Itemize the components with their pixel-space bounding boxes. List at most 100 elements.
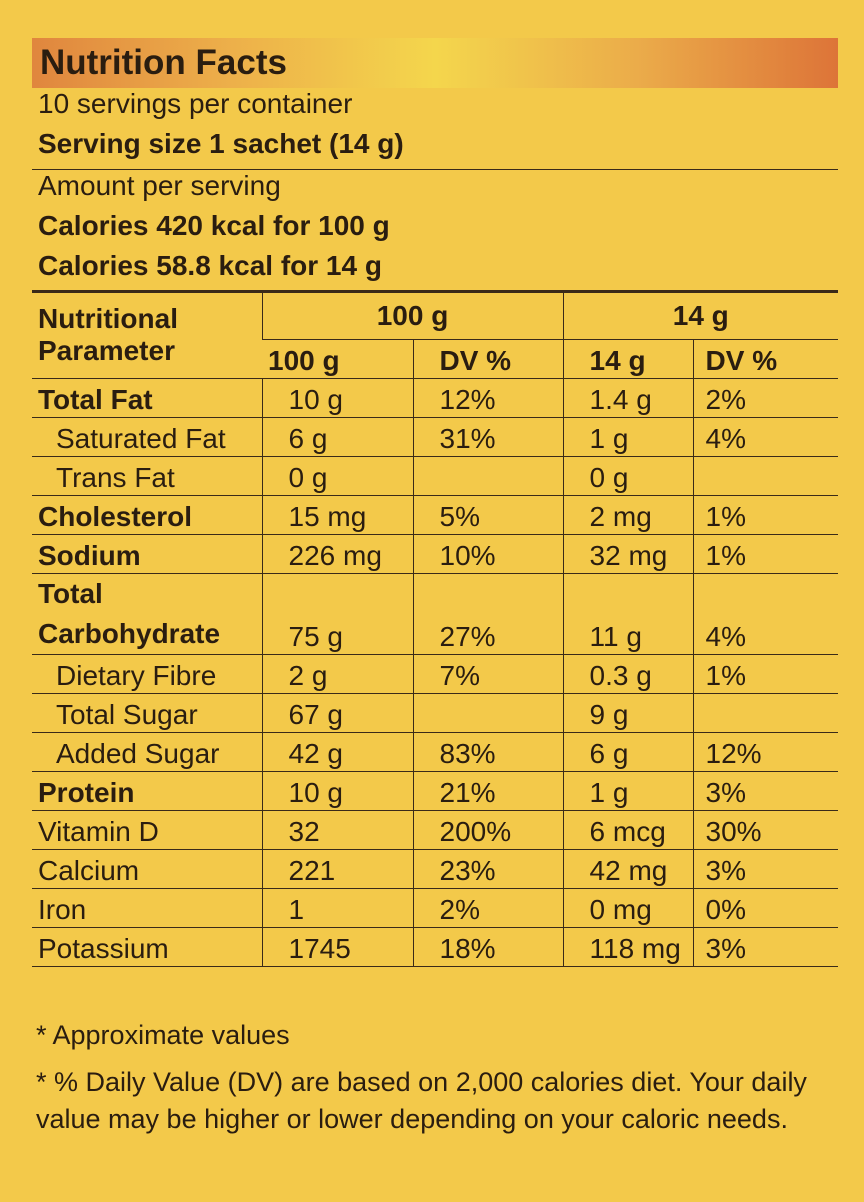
serving-size: Serving size 1 sachet (14 g)	[38, 128, 404, 159]
nutrient-name: Total Carbohydrate	[32, 573, 262, 655]
nutrient-value: 6 g	[562, 732, 694, 772]
nutrient-value: 1745	[261, 927, 413, 967]
servings: 10 servings per container	[38, 88, 353, 119]
nutrient-value: 11 g	[562, 573, 694, 655]
nutrient-value: 0%	[692, 888, 839, 928]
nutrient-value: 6 mcg	[562, 810, 694, 850]
nutrient-value: 221	[261, 849, 413, 889]
nutrient-value: 1 g	[562, 417, 694, 457]
nutrient-name: Total Fat	[32, 378, 262, 418]
nutrient-value: 15 mg	[261, 495, 413, 535]
nutrient-value: 0 g	[261, 456, 413, 496]
nutrient-value: 9 g	[562, 693, 694, 733]
nutrient-value: 18%	[412, 927, 564, 967]
nutrient-value: 0.3 g	[562, 654, 694, 694]
nutrient-value: 2%	[412, 888, 564, 928]
amount-label: Amount per serving	[38, 170, 281, 201]
nutrient-value: 200%	[412, 810, 564, 850]
nutrient-name: Total Sugar	[32, 693, 262, 733]
group-header: 100 g	[261, 290, 564, 340]
table-row: Added Sugar 42 g 83% 6 g 12%	[32, 732, 839, 772]
table-row: Iron 1 2% 0 mg 0%	[32, 888, 839, 928]
nutrient-value: 12%	[412, 378, 564, 418]
nutrient-name: Saturated Fat	[32, 417, 262, 457]
nutrient-value: 67 g	[261, 693, 413, 733]
nutrient-value: 7%	[412, 654, 564, 694]
nutrient-name: Vitamin D	[32, 810, 262, 850]
table-row: Sodium 226 mg 10% 32 mg 1%	[32, 534, 839, 574]
nutrient-value: 75 g	[261, 573, 413, 655]
column-header: DV %	[412, 339, 564, 379]
table-row: Saturated Fat 6 g 31% 1 g 4%	[32, 417, 839, 457]
calories-14g: Calories 58.8 kcal for 14 g	[38, 250, 382, 281]
nutrient-value: 5%	[412, 495, 564, 535]
nutrient-value: 2 mg	[562, 495, 694, 535]
nutrient-value	[692, 693, 839, 733]
title: Nutrition Facts	[40, 43, 287, 82]
table-row: Calcium 221 23% 42 mg 3%	[32, 849, 839, 889]
nutrient-name: Dietary Fibre	[32, 654, 262, 694]
table-row: Protein 10 g 21% 1 g 3%	[32, 771, 839, 811]
nutrient-value: 118 mg	[562, 927, 694, 967]
nutrient-value: 4%	[692, 417, 839, 457]
group-header: 14 g	[562, 290, 839, 340]
nutrient-value: 1.4 g	[562, 378, 694, 418]
nutrient-value: 23%	[412, 849, 564, 889]
footnote: * Approximate values	[36, 1020, 290, 1050]
nutrient-name: Cholesterol	[32, 495, 262, 535]
nutrient-value	[412, 456, 564, 496]
title-bar: Nutrition Facts	[32, 38, 838, 88]
nutrient-value: 1%	[692, 534, 839, 574]
nutrient-value: 30%	[692, 810, 839, 850]
nutrient-value: 226 mg	[261, 534, 413, 574]
table-row: Dietary Fibre 2 g 7% 0.3 g 1%	[32, 654, 839, 694]
table-row: Potassium 1745 18% 118 mg 3%	[32, 927, 839, 967]
nutrient-value: 1%	[692, 654, 839, 694]
table-row: Vitamin D 32 200% 6 mcg 30%	[32, 810, 839, 850]
table-row: Total Fat 10 g 12% 1.4 g 2%	[32, 378, 839, 418]
nutrient-value: 27%	[412, 573, 564, 655]
nutrient-value: 12%	[692, 732, 839, 772]
nutrient-value	[692, 456, 839, 496]
table-row: Total Sugar 67 g 9 g	[32, 693, 839, 733]
divider	[32, 169, 838, 170]
column-header: DV %	[692, 339, 839, 379]
nutrient-value: 1 g	[562, 771, 694, 811]
column-header: 14 g	[562, 339, 694, 379]
calories-100g: Calories 420 kcal for 100 g	[38, 210, 390, 241]
nutrient-name: Trans Fat	[32, 456, 262, 496]
nutrient-value: 2 g	[261, 654, 413, 694]
nutrient-value: 10 g	[261, 771, 413, 811]
nutrition-table: Nutritional Parameter 100 g 14 g 100 g D…	[32, 290, 839, 967]
nutrient-value: 42 g	[261, 732, 413, 772]
nutrient-name: Added Sugar	[32, 732, 262, 772]
nutrient-name: Calcium	[32, 849, 262, 889]
nutrient-value: 32	[261, 810, 413, 850]
nutrient-value: 3%	[692, 771, 839, 811]
nutrient-value: 0 g	[562, 456, 694, 496]
nutrient-value: 3%	[692, 849, 839, 889]
nutrient-name: Iron	[32, 888, 262, 928]
table-row: Total Carbohydrate 75 g 27% 11 g 4%	[32, 573, 839, 655]
nutrient-value: 10%	[412, 534, 564, 574]
parameter-header: Nutritional Parameter	[32, 290, 262, 379]
nutrient-value: 10 g	[261, 378, 413, 418]
nutrient-value: 4%	[692, 573, 839, 655]
nutrient-value: 2%	[692, 378, 839, 418]
footnote: * % Daily Value (DV) are based on 2,000 …	[36, 1067, 807, 1134]
nutrient-value: 6 g	[261, 417, 413, 457]
nutrient-value: 31%	[412, 417, 564, 457]
table-row: Cholesterol 15 mg 5% 2 mg 1%	[32, 495, 839, 535]
nutrient-value: 32 mg	[562, 534, 694, 574]
nutrient-value: 42 mg	[562, 849, 694, 889]
nutrient-value: 3%	[692, 927, 839, 967]
nutrient-name: Protein	[32, 771, 262, 811]
column-header: 100 g	[262, 339, 413, 379]
nutrient-value	[412, 693, 564, 733]
nutrient-name: Potassium	[32, 927, 262, 967]
nutrient-value: 21%	[412, 771, 564, 811]
nutrient-value: 83%	[412, 732, 564, 772]
nutrient-name: Sodium	[32, 534, 262, 574]
